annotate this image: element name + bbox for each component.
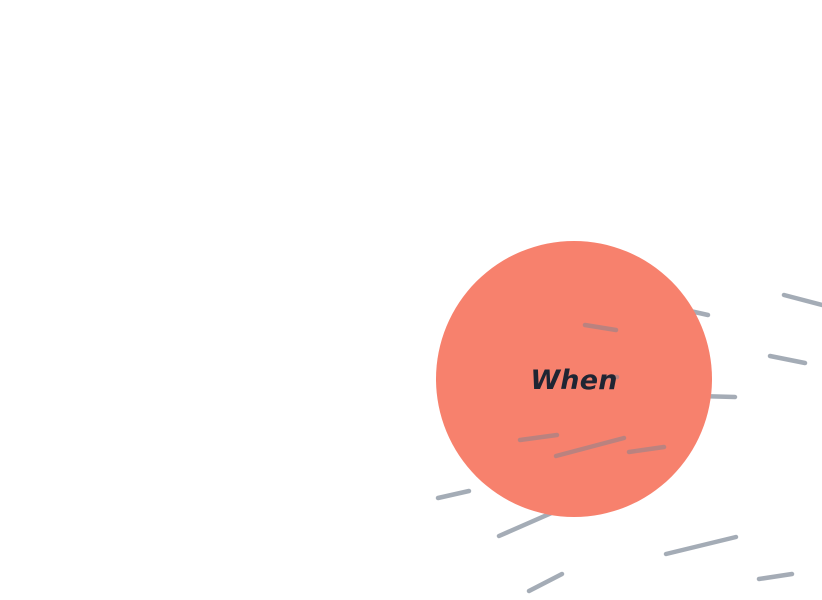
stroke-mark [582, 322, 619, 333]
stroke-mark [517, 432, 560, 443]
stroke-mark [435, 488, 472, 501]
topic-circle [436, 241, 712, 517]
stroke-mark [663, 534, 739, 557]
circle-label: When [530, 365, 618, 396]
stroke-mark [626, 444, 667, 455]
stroke-mark [756, 571, 795, 582]
stroke-mark [767, 353, 808, 366]
stroke-mark [526, 571, 565, 594]
stroke-mark [781, 292, 822, 308]
foreground-strokes [517, 322, 667, 459]
background-strokes [435, 292, 822, 594]
stroke-mark [553, 435, 627, 459]
